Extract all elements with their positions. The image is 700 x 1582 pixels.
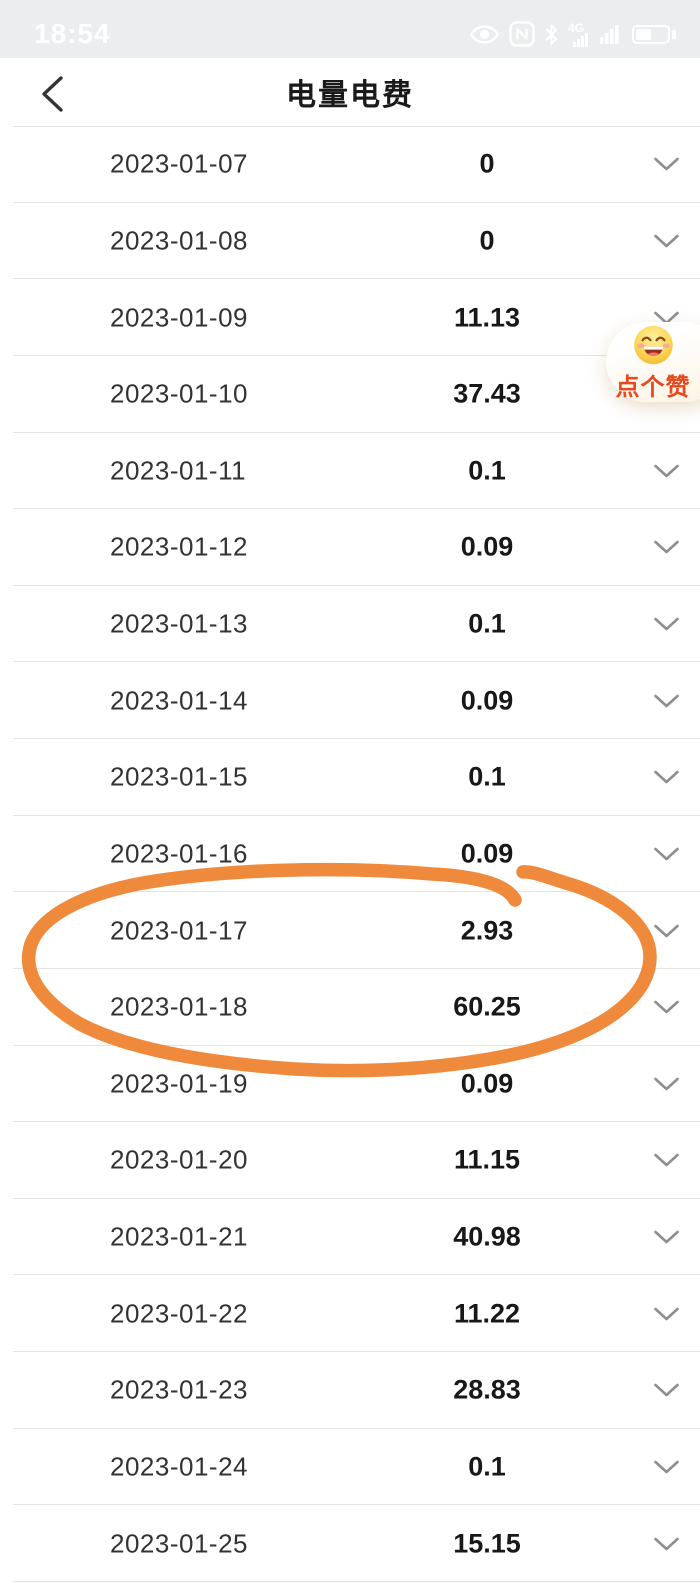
table-row[interactable]: 2023-01-16 0.09 xyxy=(0,816,700,893)
chevron-down-icon[interactable] xyxy=(653,1306,680,1321)
back-button[interactable] xyxy=(38,74,70,114)
table-row[interactable]: 2023-01-12 0.09 xyxy=(0,509,700,586)
row-value: 0.09 xyxy=(460,685,514,716)
chevron-down-icon[interactable] xyxy=(653,1383,680,1398)
nfc-icon xyxy=(509,21,535,47)
row-value: 0.1 xyxy=(468,608,506,639)
bluetooth-icon xyxy=(545,23,558,45)
battery-icon xyxy=(632,24,670,44)
row-value: 0 xyxy=(479,148,495,179)
chevron-down-icon[interactable] xyxy=(653,1459,680,1474)
table-row[interactable]: 2023-01-22 11.22 xyxy=(0,1275,700,1352)
like-badge-label: 点个赞 xyxy=(615,374,691,401)
table-row[interactable]: 2023-01-19 0.09 xyxy=(0,1046,700,1123)
row-value: 2.93 xyxy=(460,915,514,946)
row-date: 2023-01-08 xyxy=(110,225,248,256)
row-value: 0.1 xyxy=(468,761,506,792)
chevron-down-icon[interactable] xyxy=(653,1000,680,1015)
table-row[interactable]: 2023-01-21 40.98 xyxy=(0,1199,700,1276)
table-row[interactable]: 2023-01-17 2.93 xyxy=(0,892,700,969)
row-date: 2023-01-10 xyxy=(110,378,248,409)
table-row[interactable]: 2023-01-14 0.09 xyxy=(0,662,700,739)
chevron-down-icon[interactable] xyxy=(653,617,680,632)
row-date: 2023-01-16 xyxy=(110,838,248,869)
row-value: 37.43 xyxy=(453,378,521,409)
row-date: 2023-01-09 xyxy=(110,302,248,333)
status-icons: 4G xyxy=(469,21,676,47)
page-title: 电量电费 xyxy=(286,79,414,112)
table-row[interactable]: 2023-01-10 37.43 xyxy=(0,356,700,433)
clock: 18:54 xyxy=(34,18,111,49)
row-value: 11.15 xyxy=(453,1144,521,1175)
row-value: 0.09 xyxy=(460,1068,514,1099)
row-date: 2023-01-22 xyxy=(110,1298,248,1329)
row-value: 11.13 xyxy=(453,302,521,333)
chevron-down-icon[interactable] xyxy=(653,1230,680,1245)
table-row[interactable]: 2023-01-11 0.1 xyxy=(0,433,700,510)
chevron-down-icon[interactable] xyxy=(653,693,680,708)
network-type-label: 4G xyxy=(568,20,585,35)
row-value: 60.25 xyxy=(453,991,521,1022)
like-badge-button[interactable]: 点个赞 xyxy=(606,322,700,402)
table-row[interactable]: 2023-01-15 0.1 xyxy=(0,739,700,816)
row-value: 0 xyxy=(479,225,495,256)
table-row[interactable]: 2023-01-23 28.83 xyxy=(0,1352,700,1429)
table-row[interactable]: 2023-01-20 11.15 xyxy=(0,1122,700,1199)
table-row[interactable]: 2023-01-13 0.1 xyxy=(0,586,700,663)
row-date: 2023-01-24 xyxy=(110,1451,248,1482)
row-date: 2023-01-20 xyxy=(110,1144,248,1175)
chevron-down-icon[interactable] xyxy=(653,463,680,478)
laughing-emoji-icon xyxy=(633,325,673,365)
row-date: 2023-01-14 xyxy=(110,685,248,716)
row-date: 2023-01-19 xyxy=(110,1068,248,1099)
row-date: 2023-01-11 xyxy=(110,455,247,486)
chevron-down-icon[interactable] xyxy=(653,1076,680,1091)
chevron-down-icon[interactable] xyxy=(653,233,680,248)
row-value: 0.1 xyxy=(468,455,506,486)
eye-protection-icon xyxy=(469,24,500,44)
chevron-down-icon[interactable] xyxy=(653,540,680,555)
signal-bars-icon xyxy=(600,25,619,44)
status-bar: 18:54 4G xyxy=(0,0,700,58)
row-date: 2023-01-12 xyxy=(110,531,248,562)
row-date: 2023-01-15 xyxy=(110,761,248,792)
row-value: 0.09 xyxy=(460,531,514,562)
table-row[interactable]: 2023-01-08 0 xyxy=(0,203,700,280)
row-date: 2023-01-21 xyxy=(110,1221,248,1252)
chevron-down-icon[interactable] xyxy=(653,770,680,785)
row-value: 0.09 xyxy=(460,838,514,869)
row-value: 0.1 xyxy=(468,1451,506,1482)
table-row[interactable]: 2023-01-24 0.1 xyxy=(0,1429,700,1506)
header: 电量电费 xyxy=(0,58,700,126)
mobile-signal-icon: 4G xyxy=(568,22,591,47)
row-date: 2023-01-17 xyxy=(110,915,248,946)
chevron-down-icon[interactable] xyxy=(653,157,680,172)
row-date: 2023-01-18 xyxy=(110,991,248,1022)
battery-nub xyxy=(672,29,676,39)
row-date: 2023-01-23 xyxy=(110,1374,248,1405)
row-value: 40.98 xyxy=(453,1221,521,1252)
row-date: 2023-01-13 xyxy=(110,608,248,639)
chevron-down-icon[interactable] xyxy=(653,923,680,938)
table-row[interactable]: 2023-01-09 11.13 xyxy=(0,279,700,356)
chevron-down-icon[interactable] xyxy=(653,846,680,861)
row-value: 11.22 xyxy=(453,1298,521,1329)
row-value: 28.83 xyxy=(453,1374,521,1405)
daily-usage-list: 2023-01-07 0 2023-01-08 0 2023-01-09 11.… xyxy=(0,126,700,1582)
table-row[interactable]: 2023-01-07 0 xyxy=(0,126,700,203)
chevron-down-icon[interactable] xyxy=(653,1153,680,1168)
row-date: 2023-01-07 xyxy=(110,148,248,179)
table-row[interactable]: 2023-01-18 60.25 xyxy=(0,969,700,1046)
